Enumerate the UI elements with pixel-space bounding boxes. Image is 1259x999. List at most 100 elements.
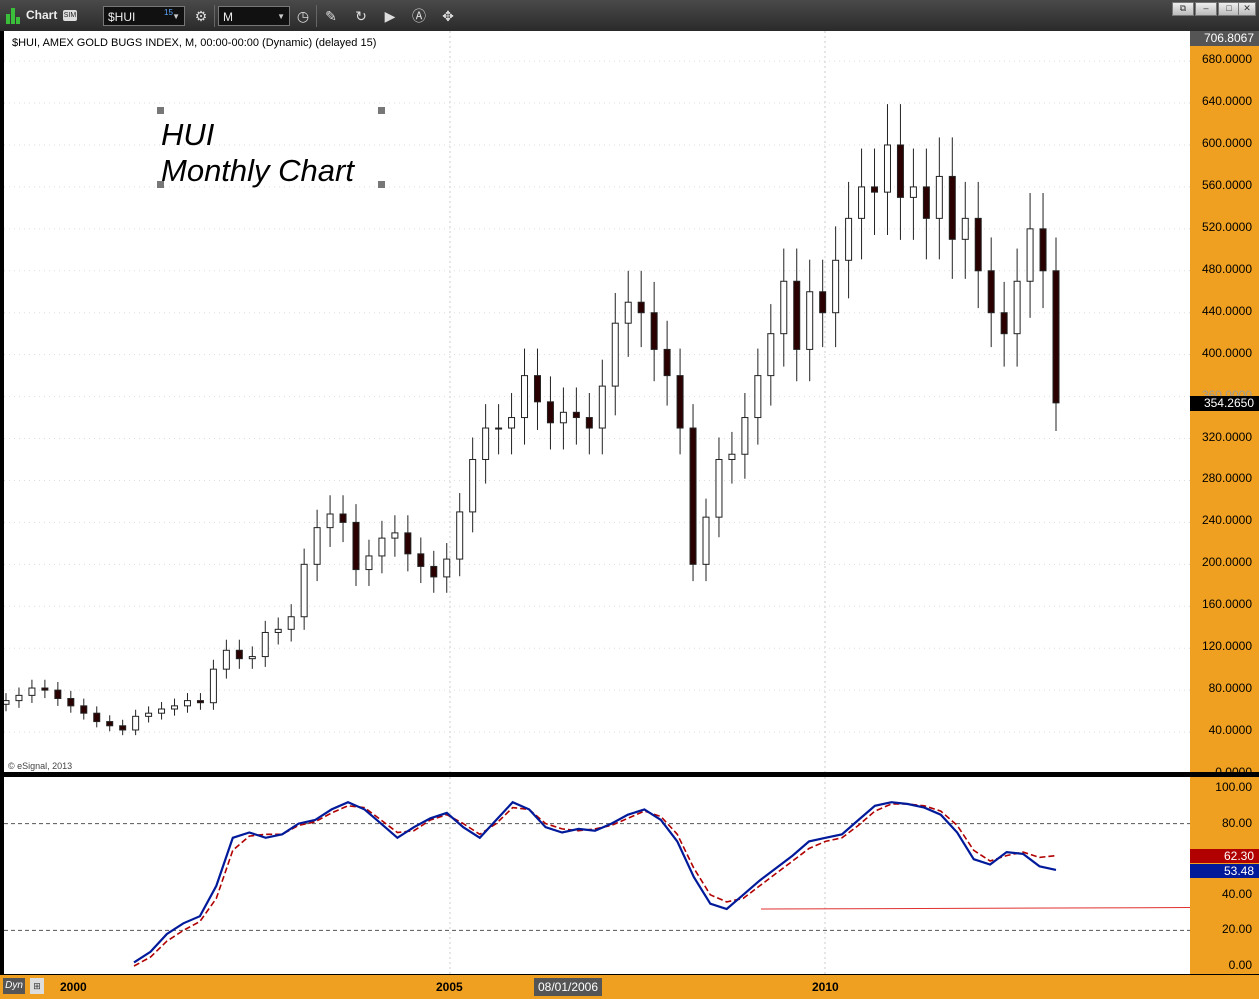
candle-body	[559, 411, 567, 424]
candle-body	[909, 186, 917, 198]
candle-body	[1013, 280, 1021, 335]
resize-handle[interactable]	[157, 181, 164, 188]
price-high-label: 706.8067	[1190, 31, 1259, 46]
candle-body	[4, 700, 10, 705]
osc-signal-line	[133, 803, 1057, 967]
candle-body	[948, 175, 956, 240]
candle-body	[754, 375, 762, 419]
price-tick-label: 600.0000	[1201, 135, 1252, 150]
candle-body	[974, 217, 982, 272]
price-tick-label: 640.0000	[1201, 94, 1252, 109]
window-title: Chart	[26, 8, 58, 22]
time-label-2005: 2005	[436, 980, 463, 994]
candle-body	[676, 375, 684, 429]
candle-body	[793, 280, 801, 350]
restore-icon[interactable]: ⧉	[1172, 2, 1194, 16]
close-icon[interactable]: ✕	[1238, 2, 1256, 16]
cursor-icon[interactable]: Ⓐ	[412, 8, 426, 24]
candle-body	[896, 144, 904, 198]
osc-blue-value: 53.48	[1190, 864, 1259, 878]
candle-body	[832, 259, 840, 314]
time-label-2000: 2000	[60, 980, 87, 994]
minimize-icon[interactable]: –	[1195, 2, 1217, 16]
candle-body	[624, 301, 632, 324]
resize-handle[interactable]	[157, 107, 164, 114]
osc-tick-label: 40.00	[1221, 886, 1252, 901]
candle-body	[391, 532, 399, 539]
resize-handle[interactable]	[378, 107, 385, 114]
candle-body	[378, 537, 386, 557]
scale-icon[interactable]: ⊞	[30, 978, 44, 994]
candle-body	[183, 700, 191, 707]
paint-icon[interactable]: ✥	[442, 8, 454, 24]
candle-body	[417, 553, 425, 567]
candle-body	[663, 348, 671, 377]
candle-body	[715, 458, 723, 518]
price-tick-label: 40.0000	[1208, 723, 1252, 738]
annotation-line-1: HUI	[161, 117, 215, 152]
symbol-value: $HUI	[108, 10, 136, 24]
price-tick-label: 160.0000	[1201, 597, 1252, 612]
candle-body	[508, 417, 516, 429]
oscillator-panel[interactable]	[4, 777, 1190, 974]
dynamic-mode-button[interactable]: Dyn	[3, 978, 25, 994]
candle-body	[93, 712, 101, 723]
chart-header: $HUI, AMEX GOLD BUGS INDEX, M, 00:00-00:…	[12, 37, 377, 49]
symbol-input[interactable]: $HUI 15 ▼	[103, 6, 185, 26]
resize-handle[interactable]	[378, 181, 385, 188]
time-axis[interactable]: Dyn ⊞ 2000 2005 08/01/2006 2010	[0, 975, 1259, 999]
candle-body	[274, 628, 282, 633]
candle-body	[482, 427, 490, 460]
refresh-icon[interactable]: ↻	[355, 8, 367, 24]
price-tick-label: 0.0000	[1215, 765, 1252, 772]
price-tick-label: 560.0000	[1201, 177, 1252, 192]
time-label-2010: 2010	[812, 980, 839, 994]
candle-body	[132, 715, 140, 731]
osc-tick-label: 80.00	[1221, 815, 1252, 830]
chevron-down-icon[interactable]: ▼	[277, 12, 285, 21]
clock-icon[interactable]: ◷	[296, 8, 310, 24]
toolbar-divider	[316, 5, 317, 27]
candle-body	[806, 291, 814, 350]
candle-body	[611, 322, 619, 387]
candle-body	[1026, 228, 1034, 282]
candle-body	[495, 427, 503, 430]
price-tick-label: 520.0000	[1201, 219, 1252, 234]
price-axis[interactable]: 706.8067 680.0000 640.0000 600.0000 560.000…	[1190, 31, 1259, 772]
candle-body	[339, 513, 347, 523]
link-icon[interactable]: ⚙	[194, 8, 208, 24]
candle-body	[300, 563, 308, 618]
price-tick-label: 80.0000	[1208, 681, 1252, 696]
candle-body	[819, 291, 827, 314]
pencil-icon[interactable]: ✎	[325, 8, 337, 24]
candle-body	[326, 513, 334, 529]
candle-body	[54, 689, 62, 700]
interval-select[interactable]: M ▼	[218, 6, 290, 26]
candle-body	[145, 712, 153, 717]
toolbar: Chart SIM $HUI 15 ▼ ⚙ M ▼ ◷ ✎ ↻ ▶ Ⓐ ✥ ⧉ …	[0, 0, 1259, 31]
chevron-down-icon[interactable]: ▼	[172, 12, 180, 21]
chart-logo-icon	[6, 8, 20, 24]
candle-body	[352, 521, 360, 571]
candle-body	[935, 175, 943, 219]
candle-body	[637, 301, 645, 314]
candle-body	[222, 649, 230, 670]
price-tick-label: 680.0000	[1201, 52, 1252, 67]
candle-body	[728, 453, 736, 460]
price-tick-label: 120.0000	[1201, 639, 1252, 654]
candle-body	[158, 708, 166, 714]
candle-body	[67, 698, 75, 707]
time-cursor-label: 08/01/2006	[534, 978, 602, 996]
maximize-icon[interactable]: □	[1218, 2, 1240, 16]
play-icon[interactable]: ▶	[384, 8, 396, 24]
candle-body	[922, 186, 930, 219]
candle-body	[1052, 270, 1060, 404]
candle-body	[961, 217, 969, 240]
candle-body	[235, 649, 243, 660]
sim-badge: SIM	[63, 10, 77, 21]
price-panel[interactable]: $HUI, AMEX GOLD BUGS INDEX, M, 00:00-00:…	[4, 31, 1190, 772]
candle-body	[546, 401, 554, 424]
candle-body	[41, 687, 49, 691]
text-annotation[interactable]: HUI Monthly Chart	[161, 117, 354, 189]
